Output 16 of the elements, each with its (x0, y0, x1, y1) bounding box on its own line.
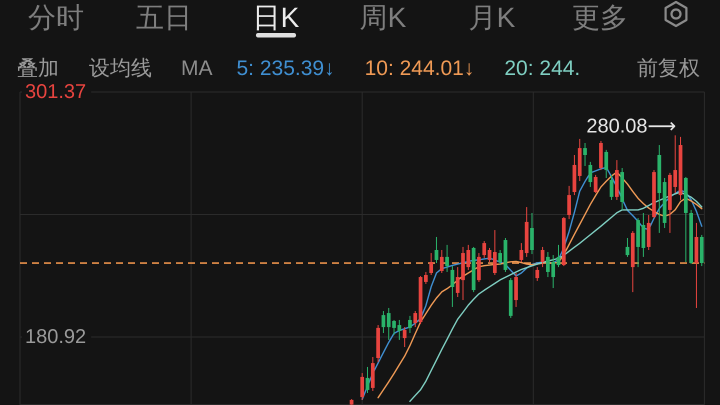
legend-title: MA (181, 57, 212, 80)
annotation: 280.08⟶ (586, 115, 676, 138)
legend-entry: 10: 244.01↓ (364, 57, 474, 80)
annotation: 周K (360, 2, 406, 33)
legend-entry: 20: 244. (504, 57, 580, 80)
annotation: 叠加 (17, 57, 59, 80)
y-tick-label: 180.92 (25, 326, 86, 348)
legend-entry: 5: 235.39↓ (236, 57, 335, 80)
annotation: 五日 (136, 2, 192, 33)
annotation: 更多 (572, 2, 628, 33)
annotation: 设均线 (89, 57, 152, 80)
annotation: 月K (468, 2, 516, 33)
annotation: 分时 (28, 2, 84, 33)
title: 日K (252, 2, 300, 33)
annotation: 前复权 (637, 57, 700, 80)
y-tick-label: 301.37 (25, 81, 86, 103)
